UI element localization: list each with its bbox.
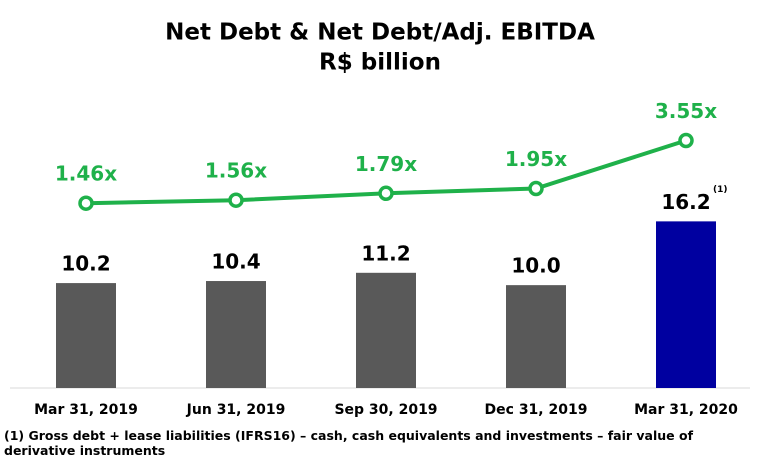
x-tick-label: Mar 31, 2020 (634, 402, 738, 418)
line-value-label: 1.79x (355, 152, 417, 176)
bar (506, 285, 566, 388)
line-value-label: 1.95x (505, 147, 567, 171)
line-value-label: 1.46x (55, 162, 117, 186)
line-value-label: 3.55x (655, 99, 717, 123)
line-marker (678, 132, 694, 149)
bar-value-label: 11.2 (361, 241, 410, 265)
bar (656, 221, 716, 388)
bar-value-label: 16.2 (661, 190, 710, 214)
annotation: (1) (713, 185, 728, 195)
bar-value-label: 10.2 (61, 252, 110, 276)
line-marker (378, 185, 394, 202)
line-marker (528, 180, 544, 197)
bar-value-label: 10.4 (211, 250, 260, 274)
chart-title: Net Debt & Net Debt/Adj. EBITDA (165, 20, 595, 46)
line-marker (78, 195, 94, 211)
x-tick-label: Mar 31, 2019 (34, 402, 138, 418)
x-tick-label: Jun 31, 2019 (186, 402, 286, 418)
bar (56, 283, 116, 388)
bar (206, 281, 266, 388)
bar (356, 272, 416, 388)
line-value-label: 1.56x (205, 159, 267, 183)
footnote: (1) Gross debt + lease liabilities (IFRS… (4, 428, 694, 458)
x-tick-label: Dec 31, 2019 (485, 402, 588, 418)
chart-subtitle: R$ billion (319, 50, 441, 76)
line-marker (228, 192, 244, 208)
x-tick-label: Sep 30, 2019 (334, 402, 437, 418)
bar-value-label: 10.0 (511, 254, 560, 278)
